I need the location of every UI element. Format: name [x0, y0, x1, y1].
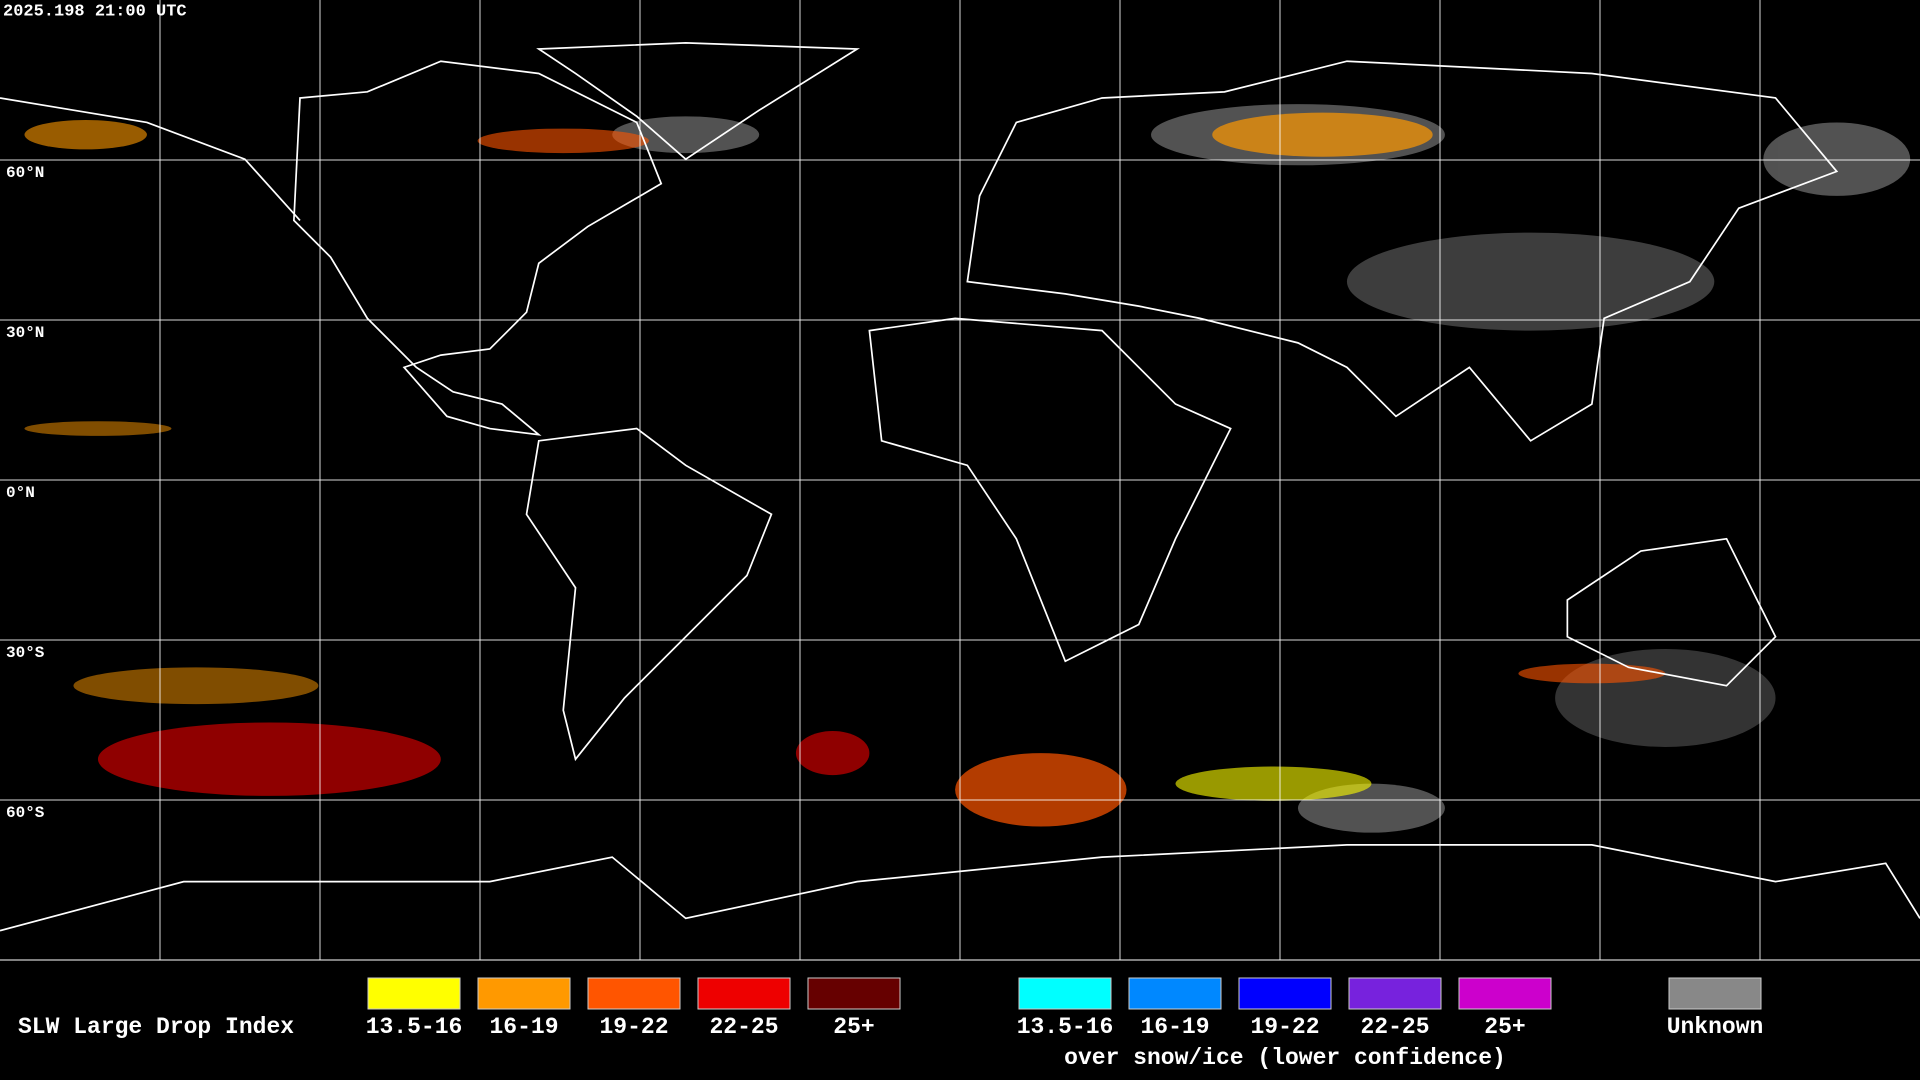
- coastline: [293, 60, 663, 436]
- graticule: 60°N 30°N 0°N 30°S 60°S: [0, 0, 1920, 961]
- cloud: [612, 116, 760, 154]
- coastlines: [0, 41, 1920, 932]
- slw-area: [477, 128, 649, 154]
- legend-swatch: [587, 977, 681, 1010]
- slw-fields: [24, 112, 1666, 827]
- legend-swatch: [1458, 977, 1552, 1010]
- lat-label: 60°N: [6, 164, 44, 182]
- legend-label: Unknown: [1667, 1014, 1764, 1040]
- cloud: [1555, 648, 1776, 747]
- slw-area: [97, 722, 441, 796]
- legend-label: 19-22: [599, 1014, 668, 1040]
- cloud: [1346, 232, 1715, 331]
- map-layer: [0, 41, 1920, 932]
- lat-label: 30°S: [6, 644, 45, 662]
- coastline: [0, 844, 1920, 932]
- coastline: [1566, 537, 1777, 687]
- coastline: [868, 317, 1232, 663]
- legend-label: 19-22: [1250, 1014, 1319, 1040]
- lat-label: 60°S: [6, 804, 45, 822]
- legend-swatch: [807, 977, 901, 1010]
- lat-label: 0°N: [6, 484, 35, 502]
- legend-swatch: [1128, 977, 1222, 1010]
- legend-title: SLW Large Drop Index: [18, 1014, 294, 1040]
- legend-label: 16-19: [1140, 1014, 1209, 1040]
- coastline: [966, 60, 1839, 442]
- coastline: [0, 97, 301, 221]
- legend-label: 22-25: [1360, 1014, 1429, 1040]
- cloud: [1763, 122, 1911, 196]
- legend-swatch: [477, 977, 571, 1010]
- legend-label: 13.5-16: [1017, 1014, 1114, 1040]
- legend-swatch: [1238, 977, 1332, 1010]
- slw-area: [795, 731, 870, 776]
- legend-swatch: [367, 977, 461, 1010]
- legend-note: over snow/ice (lower confidence): [1064, 1045, 1506, 1071]
- slw-area: [73, 667, 319, 705]
- legend-swatch: [1348, 977, 1442, 1010]
- legend-label: 13.5-16: [366, 1014, 463, 1040]
- slw-area: [24, 120, 147, 150]
- slw-area: [1212, 112, 1433, 157]
- legend-label: 16-19: [489, 1014, 558, 1040]
- slw-area: [24, 421, 172, 436]
- legend-label: 22-25: [709, 1014, 778, 1040]
- coastline: [536, 41, 860, 161]
- legend-swatch: [1668, 977, 1762, 1010]
- legend-label: 25+: [1484, 1014, 1525, 1040]
- coastline: [525, 427, 773, 762]
- lat-label: 30°N: [6, 324, 44, 342]
- timestamp: 2025.198 21:00 UTC: [3, 2, 187, 21]
- slw-area: [1518, 663, 1666, 684]
- legend-label: 25+: [833, 1014, 874, 1040]
- legend-swatch: [697, 977, 791, 1010]
- slw-area: [955, 753, 1127, 827]
- slw-area: [1175, 766, 1372, 801]
- legend-swatch: [1018, 977, 1112, 1010]
- legend: SLW Large Drop Index 13.5-16 16-19 19-22 22-…: [18, 977, 1764, 1071]
